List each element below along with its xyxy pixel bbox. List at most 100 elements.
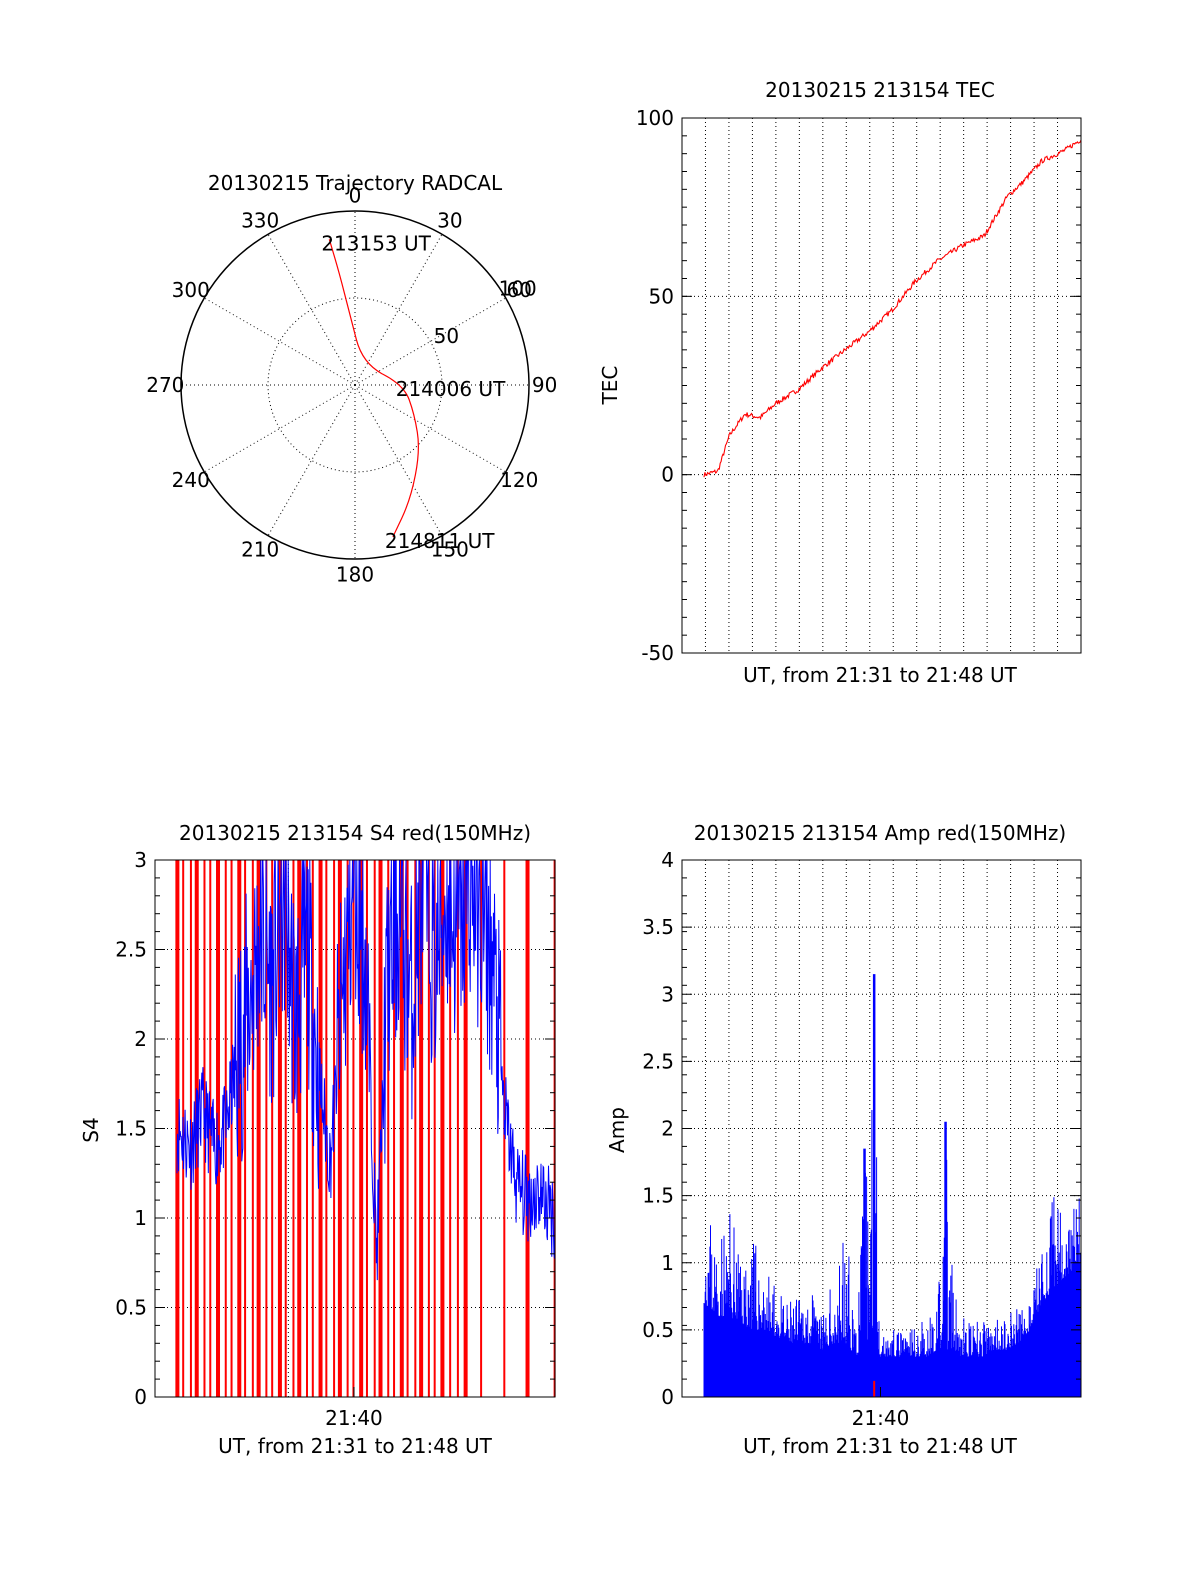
polar-angle-label: 90: [532, 373, 557, 397]
polar-angle-label: 150: [431, 537, 469, 561]
tec-panel: 20130215 213154 TEC -50 0 50 100 TEC UT, fr…: [598, 78, 1082, 687]
polar-angle-label: 300: [172, 278, 210, 302]
s4-x-ticks: 21:40: [325, 1387, 383, 1430]
y-tick-label: 2.5: [642, 1049, 674, 1073]
polar-annotations: 213153 UT 214006 UT 214811 UT: [321, 231, 506, 553]
amp-xlabel: UT, from 21:31 to 21:48 UT: [743, 1434, 1018, 1458]
s4-red-line: [433, 860, 436, 1397]
s4-red-line: [399, 860, 404, 1397]
s4-xlabel: UT, from 21:31 to 21:48 UT: [218, 1434, 493, 1458]
s4-red-line: [427, 860, 430, 1397]
y-tick-label: 2.5: [115, 938, 147, 962]
tec-y-ticks: -50 0 50 100: [636, 106, 1081, 665]
s4-red-line: [456, 860, 459, 1397]
s4-red-line: [216, 860, 221, 1397]
s4-red-line: [318, 860, 323, 1397]
s4-red-line: [525, 860, 530, 1397]
y-tick-label: 0: [661, 1385, 674, 1409]
s4-red-line: [387, 860, 390, 1397]
y-tick-label: 1.5: [642, 1184, 674, 1208]
y-tick-label: 1: [661, 1251, 674, 1275]
s4-panel: 20130215 213154 S4 red(150MHz) 0 0.5 1 1.5 2…: [79, 821, 556, 1458]
amp-grid: [682, 860, 1081, 1397]
s4-red-line: [237, 860, 242, 1397]
polar-angle-labels: 0 30 60 90 120 150 180 210 240 270 300 330: [146, 183, 557, 586]
y-tick-label: 0: [661, 463, 674, 487]
s4-blue-line: [176, 859, 556, 1281]
s4-red-line: [297, 860, 302, 1397]
x-tick-label: 21:40: [325, 1406, 383, 1430]
polar-grid: [180, 210, 530, 560]
polar-trajectory-line: [328, 239, 419, 538]
polar-time-label: 213153 UT: [321, 231, 431, 255]
polar-spoke: [267, 384, 356, 536]
s4-red-line: [419, 860, 424, 1397]
s4-red-line: [265, 860, 268, 1397]
polar-angle-label: 30: [437, 209, 462, 233]
polar-angle-label: 330: [241, 209, 279, 233]
s4-red-line: [251, 860, 254, 1397]
s4-red-line: [393, 860, 396, 1397]
polar-spoke: [204, 384, 356, 473]
polar-radial-label: 50: [434, 324, 459, 348]
amp-blue-spikes: [703, 1104, 1082, 1397]
y-tick-label: 3.5: [642, 915, 674, 939]
s4-red-line: [406, 860, 409, 1397]
y-tick-label: 1: [134, 1206, 147, 1230]
polar-time-label: 214006 UT: [396, 377, 506, 401]
amp-x-ticks: 21:40: [852, 1387, 909, 1430]
s4-red-line: [284, 860, 287, 1397]
s4-y-ticks: 0 0.5 1 1.5 2 2.5 3: [115, 848, 555, 1409]
polar-time-label: 214811 UT: [385, 529, 495, 553]
polar-angle-label: 60: [507, 278, 532, 302]
s4-red-line: [414, 860, 417, 1397]
amp-blue-series: [703, 974, 1082, 1397]
polar-spoke: [354, 384, 506, 473]
s4-red-line: [244, 860, 247, 1397]
y-tick-label: 100: [636, 106, 674, 130]
s4-red-line: [346, 860, 349, 1397]
polar-radial-circle: [267, 297, 443, 473]
polar-angle-label: 270: [146, 373, 184, 397]
polar-angle-label: 180: [336, 563, 374, 587]
y-tick-label: 2: [134, 1027, 147, 1051]
polar-radial-labels: 50 100: [434, 276, 537, 348]
polar-title: 20130215 Trajectory RADCAL: [208, 171, 503, 195]
polar-panel: 20130215 Trajectory RADCAL 0 30 60 90 120 150…: [146, 171, 557, 587]
amp-y-ticks: 0 0.5 1 1.5 2 2.5 3 3.5 4: [642, 848, 1081, 1409]
s4-red-line: [365, 860, 368, 1397]
tec-frame: [681, 117, 1082, 654]
y-tick-label: 50: [649, 284, 674, 308]
s4-red-line: [305, 860, 308, 1397]
polar-spoke: [354, 384, 443, 536]
polar-angle-label: 120: [500, 468, 538, 492]
polar-angle-label: 0: [349, 183, 362, 207]
y-tick-label: 0.5: [642, 1318, 674, 1342]
s4-red-line: [359, 860, 364, 1397]
s4-title: 20130215 213154 S4 red(150MHz): [179, 821, 531, 845]
s4-red-line: [277, 860, 282, 1397]
tec-title: 20130215 213154 TEC: [765, 78, 995, 102]
amp-panel: 20130215 213154 Amp red(150MHz) 0 0.5 1 1.5…: [605, 821, 1082, 1458]
s4-red-line: [271, 860, 274, 1397]
amp-title: 20130215 213154 Amp red(150MHz): [694, 821, 1066, 845]
s4-red-line: [292, 860, 295, 1397]
s4-blue-series: [176, 859, 556, 1281]
polar-radial-label: 100: [499, 276, 537, 300]
s4-red-line: [378, 860, 383, 1397]
y-tick-label: 0: [134, 1385, 147, 1409]
polar-spoke: [267, 234, 356, 386]
y-tick-label: 3: [661, 982, 674, 1006]
s4-red-line: [463, 860, 468, 1397]
s4-red-line: [337, 860, 342, 1397]
s4-red-line: [230, 860, 233, 1397]
tec-ylabel: TEC: [598, 366, 622, 406]
polar-outer-circle: [180, 210, 530, 560]
s4-red-line: [440, 860, 445, 1397]
polar-trajectory: [328, 239, 419, 538]
s4-red-line: [352, 860, 355, 1397]
amp-ylabel: Amp: [605, 1107, 629, 1153]
s4-red-line: [175, 860, 180, 1397]
polar-spoke: [204, 297, 356, 386]
s4-red-line: [256, 860, 261, 1397]
